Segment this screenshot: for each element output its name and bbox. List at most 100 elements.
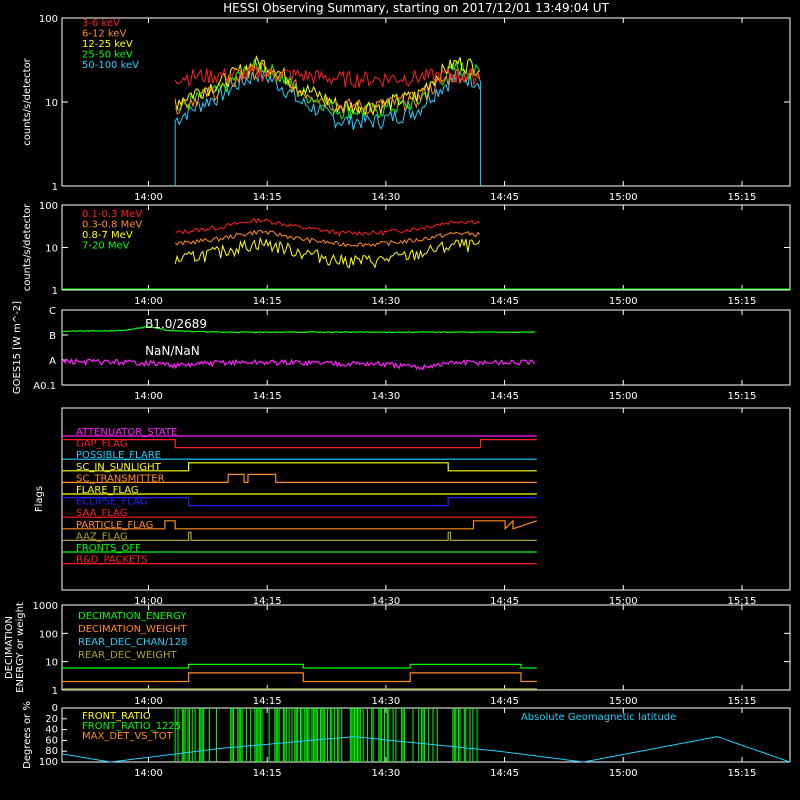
- dec-ytick-label: 10: [45, 658, 58, 669]
- goes-ytick-label: A0.1: [33, 381, 56, 392]
- dec-legend-item: REAR_DEC_CHAN/128: [78, 637, 187, 648]
- goes-frame: [61, 309, 791, 386]
- goes-xtick-label: 14:00: [134, 391, 163, 402]
- rat-ytick-label: 60: [45, 735, 58, 746]
- low-series-3-6 keV: [174, 65, 481, 89]
- dec-xtick-label: 14:30: [371, 696, 400, 707]
- dec-xtick-label: 14:15: [253, 696, 282, 707]
- goes-xtick-label: 14:45: [490, 391, 519, 402]
- high-ytick-label: 1: [52, 286, 58, 297]
- flags-label: SC_IN_SUNLIGHT: [76, 462, 162, 473]
- flags-series-ECLIPSE_FLAG: [62, 497, 537, 507]
- rat-ytick-label: 80: [45, 746, 58, 757]
- flags-label: AAZ_FLAG: [76, 531, 128, 542]
- rat-legend-item: FRONT_RATIO: [82, 711, 151, 722]
- flags-label: ATTENUATOR_STATE: [76, 427, 177, 438]
- low-legend-item: 12-25 keV: [82, 39, 133, 50]
- goes-ytick-label: C: [49, 306, 56, 317]
- high-ytick-label: 100: [39, 201, 58, 212]
- high-legend-item: 0.3-0.8 MeV: [82, 220, 142, 231]
- high-xtick-label: 15:00: [609, 296, 638, 307]
- flags-label: FLARE_FLAG: [76, 485, 139, 496]
- goes-xtick-label: 14:15: [253, 391, 282, 402]
- dec-xtick-label: 14:45: [490, 696, 519, 707]
- low-xtick-label: 14:15: [253, 192, 282, 203]
- high-xtick-label: 14:45: [490, 296, 519, 307]
- goes-series-0.5-4 A: [61, 357, 536, 371]
- dec-legend-item: DECIMATION_WEIGHT: [78, 624, 187, 635]
- flags-label: SAA_FLAG: [76, 508, 127, 519]
- low-xtick-label: 14:45: [490, 192, 519, 203]
- dec-ylabel: DECIMATION: [4, 616, 15, 679]
- rat-xtick-label: 14:45: [490, 768, 519, 779]
- flags-label: SC_TRANSMITTER: [76, 473, 165, 484]
- rat-annotation: Absolute Geomagnetic latitude: [521, 712, 676, 723]
- low-frame: [61, 17, 791, 187]
- flags-label: PARTICLE_FLAG: [76, 520, 153, 531]
- goes-annotation-nan: NaN/NaN: [145, 344, 200, 358]
- dec-ytick-label: 100: [39, 629, 58, 640]
- goes-ytick-label: B: [49, 331, 56, 342]
- rat-legend-item: FRONT_RATIO_1225: [82, 721, 181, 732]
- low-legend-item: 25-50 keV: [82, 50, 133, 61]
- flags-ylabel: Flags: [34, 486, 45, 512]
- flags-label: FRONTS_OFF: [76, 543, 141, 554]
- low-ylabel: counts/s/detector: [22, 57, 33, 145]
- rat-ytick-label: 20: [45, 714, 58, 725]
- rat-xtick-label: 14:00: [134, 768, 163, 779]
- flags-xtick-label: 14:15: [253, 596, 282, 607]
- high-xtick-label: 14:30: [371, 296, 400, 307]
- flags-xtick-label: 14:45: [490, 596, 519, 607]
- flags-series-SC_TRANSMITTER: [62, 473, 537, 483]
- low-legend-item: 3-6 keV: [82, 18, 120, 29]
- rat-xtick-label: 14:30: [371, 768, 400, 779]
- high-series-0.8-7 MeV: [174, 236, 481, 269]
- flags-label: POSSIBLE_FLARE: [76, 450, 161, 461]
- dec-frame: [61, 604, 791, 691]
- low-series-6-12 keV: [174, 61, 481, 115]
- high-ylabel: counts/s/detector: [22, 203, 33, 291]
- dec-ylabel: ENERGY or weight: [15, 602, 26, 693]
- rat-frame: [61, 707, 791, 763]
- flags-frame: [61, 407, 791, 591]
- low-xtick-label: 15:00: [609, 192, 638, 203]
- flags-xtick-label: 15:15: [728, 596, 757, 607]
- dec-series-DECIMATION_WEIGHT: [62, 672, 537, 683]
- low-legend-item: 50-100 keV: [82, 60, 139, 71]
- goes-ytick-label: A: [49, 356, 56, 367]
- flags-series-SC_IN_SUNLIGHT: [62, 462, 537, 472]
- goes-annotation-flare: B1.0/2689: [145, 317, 207, 331]
- dec-xtick-label: 15:00: [609, 696, 638, 707]
- high-xtick-label: 14:15: [253, 296, 282, 307]
- high-frame: [61, 204, 791, 291]
- high-series-0.3-0.8 MeV: [174, 229, 481, 248]
- high-ytick-label: 10: [45, 244, 58, 255]
- rat-ytick-label: 100: [39, 757, 58, 768]
- flags-xtick-label: 14:00: [134, 596, 163, 607]
- flags-series-PARTICLE_FLAG: [62, 519, 537, 531]
- flags-label: GAP_FLAG: [76, 439, 128, 450]
- figure-title: HESSI Observing Summary, starting on 201…: [223, 1, 609, 15]
- flags-label: R&D_PACKETS: [76, 555, 148, 566]
- low-xtick-label: 14:00: [134, 192, 163, 203]
- dec-legend-item: DECIMATION_ENERGY: [78, 611, 187, 622]
- flags-label: ECLIPSE_FLAG: [76, 497, 147, 508]
- rat-ylabel: Degrees or %: [22, 701, 33, 769]
- dec-series-DECIMATION_ENERGY: [62, 663, 537, 669]
- goes-ylabel: GOES15 [W m^-2]: [12, 301, 23, 394]
- low-ytick-label: 1: [52, 182, 58, 193]
- high-series-0.1-0.3 MeV: [175, 217, 481, 237]
- low-ytick-label: 100: [39, 14, 58, 25]
- high-xtick-label: 14:00: [134, 296, 163, 307]
- high-xtick-label: 15:15: [728, 296, 757, 307]
- rat-xtick-label: 15:15: [728, 768, 757, 779]
- rat-ytick-label: 0: [52, 703, 58, 714]
- dec-legend-item: REAR_DEC_WEIGHT: [78, 650, 177, 661]
- dec-xtick-label: 15:15: [728, 696, 757, 707]
- low-xtick-label: 14:30: [371, 192, 400, 203]
- low-xtick-label: 15:15: [728, 192, 757, 203]
- high-legend-item: 0.8-7 MeV: [82, 230, 133, 241]
- dec-xtick-label: 14:00: [134, 696, 163, 707]
- high-legend-item: 7-20 MeV: [82, 241, 130, 252]
